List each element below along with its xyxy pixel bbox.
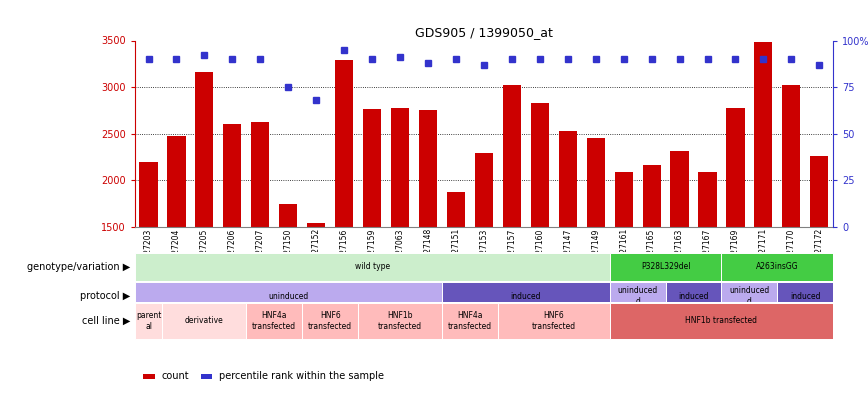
Bar — [498, 303, 609, 339]
Text: cell line ▶: cell line ▶ — [82, 316, 130, 326]
Bar — [135, 253, 609, 281]
Text: parent
al: parent al — [135, 311, 161, 330]
Bar — [530, 103, 549, 227]
Bar — [559, 131, 577, 227]
Bar — [609, 282, 666, 310]
Bar — [609, 303, 833, 339]
Bar — [442, 282, 609, 310]
Text: HNF6
transfected: HNF6 transfected — [308, 311, 352, 330]
Bar — [666, 282, 721, 310]
Bar — [699, 172, 717, 227]
Bar — [778, 282, 833, 310]
Bar — [782, 85, 800, 227]
Bar — [721, 253, 833, 281]
Bar — [135, 282, 442, 310]
Bar — [447, 192, 465, 227]
Text: HNF1b transfected: HNF1b transfected — [686, 316, 758, 325]
Text: derivative: derivative — [185, 316, 224, 325]
Text: uninduced: uninduced — [268, 292, 308, 301]
Bar — [609, 253, 721, 281]
Bar — [442, 303, 498, 339]
Bar — [727, 108, 745, 227]
Bar — [475, 153, 493, 227]
Bar — [195, 72, 214, 227]
Text: induced: induced — [790, 292, 820, 301]
Bar — [140, 162, 158, 227]
Bar — [302, 303, 358, 339]
Bar — [251, 122, 269, 227]
Bar — [363, 109, 381, 227]
Text: induced: induced — [678, 292, 709, 301]
Bar — [587, 139, 605, 227]
Bar — [642, 165, 661, 227]
Bar — [279, 205, 298, 227]
Bar — [721, 282, 778, 310]
Text: wild type: wild type — [354, 262, 390, 271]
Bar — [135, 303, 162, 339]
Bar — [754, 43, 773, 227]
Bar — [162, 303, 247, 339]
Bar — [503, 85, 521, 227]
Bar — [335, 60, 353, 227]
Text: HNF6
transfected: HNF6 transfected — [532, 311, 575, 330]
Title: GDS905 / 1399050_at: GDS905 / 1399050_at — [415, 26, 553, 39]
Text: uninduced
d: uninduced d — [729, 286, 770, 306]
Text: induced: induced — [510, 292, 541, 301]
Text: genotype/variation ▶: genotype/variation ▶ — [27, 262, 130, 272]
Text: P328L329del: P328L329del — [641, 262, 690, 271]
Text: A263insGG: A263insGG — [756, 262, 799, 271]
Bar — [419, 111, 437, 227]
Bar — [670, 151, 688, 227]
Bar — [223, 124, 241, 227]
Bar — [358, 303, 442, 339]
Text: HNF4a
transfected: HNF4a transfected — [253, 311, 296, 330]
Bar — [615, 172, 633, 227]
Bar — [391, 108, 409, 227]
Bar — [247, 303, 302, 339]
Text: HNF4a
transfected: HNF4a transfected — [448, 311, 492, 330]
Text: protocol ▶: protocol ▶ — [80, 291, 130, 301]
Bar — [307, 223, 326, 227]
Text: count: count — [161, 371, 189, 381]
Bar — [810, 156, 828, 227]
Text: uninduced
d: uninduced d — [617, 286, 658, 306]
Text: percentile rank within the sample: percentile rank within the sample — [219, 371, 384, 381]
Text: HNF1b
transfected: HNF1b transfected — [378, 311, 422, 330]
Bar — [168, 136, 186, 227]
